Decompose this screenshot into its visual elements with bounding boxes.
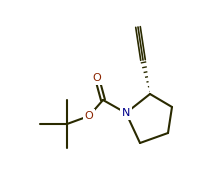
Text: O: O (92, 73, 101, 83)
Text: O: O (84, 111, 93, 121)
Text: N: N (121, 108, 130, 118)
